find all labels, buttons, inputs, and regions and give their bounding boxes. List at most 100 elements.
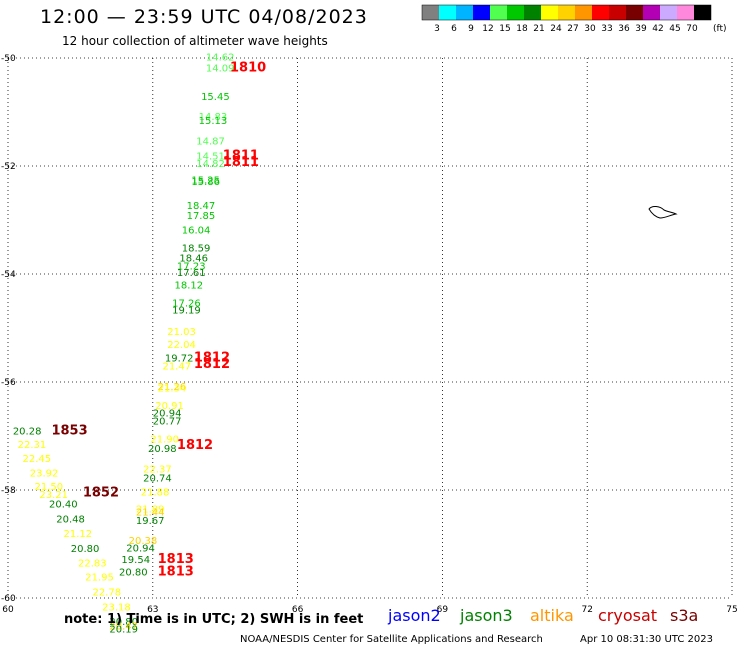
wave-height-value: 21.34	[158, 384, 187, 395]
wave-height-value: 15.86	[191, 177, 220, 188]
colorbar-label: 6	[451, 24, 457, 34]
wave-height-value: 21.50	[35, 482, 64, 493]
satellite-jason3: jason3	[460, 606, 513, 625]
wave-height-value: 21.88	[141, 487, 170, 498]
wave-height-value: 20.94	[153, 409, 182, 420]
wave-height-value: 20.74	[143, 473, 172, 484]
wave-height-value: 20.80	[71, 544, 100, 555]
wave-height-value: 15.25	[191, 175, 220, 186]
pass-time-label: 1813	[158, 564, 194, 579]
wave-height-value: 20.19	[109, 625, 138, 636]
wave-height-value: 22.04	[167, 340, 196, 351]
colorbar-swatch	[677, 5, 694, 20]
colorbar-label: 9	[468, 24, 474, 34]
colorbar-swatch	[558, 5, 575, 20]
colorbar-unit: (ft)	[713, 24, 727, 34]
longitude-tick-label: 75	[726, 605, 737, 615]
wave-height-value: 17.61	[177, 268, 206, 279]
latitude-tick-label: -56	[1, 378, 16, 388]
wave-height-value: 21.90	[150, 434, 179, 445]
longitude-tick-label: 63	[147, 605, 158, 615]
wave-height-value: 17.26	[172, 298, 201, 309]
latitude-tick-label: -54	[1, 270, 16, 280]
satellite-s3a: s3a	[670, 606, 699, 625]
wave-height-value: 14.09	[206, 64, 235, 75]
wave-height-value: 20.38	[129, 536, 158, 547]
wave-height-value: 14.62	[206, 53, 235, 64]
wave-height-value: 14.83	[199, 112, 228, 123]
colorbar-swatch	[660, 5, 677, 20]
colorbar-label: 3	[434, 24, 440, 34]
latitude-tick-label: -50	[1, 54, 16, 64]
wave-height-value: 20.94	[126, 544, 155, 555]
wave-height-value: 14.51	[196, 152, 225, 163]
satellite-altika: altika	[530, 606, 574, 625]
colorbar-label: 21	[533, 24, 544, 34]
colorbar-label: 36	[618, 24, 630, 34]
wave-height-value: 21.47	[162, 362, 191, 373]
pass-time-label: 1812	[194, 350, 230, 365]
wave-height-value: 20.91	[155, 401, 184, 412]
pass-time-label: 1811	[223, 155, 259, 170]
pass-time-label: 1812	[194, 357, 230, 372]
axis-ticks: 60 63 66 69 72 75 -50 -52 -54 -56 -58 -60	[1, 54, 738, 615]
colorbar-label: 70	[686, 24, 698, 34]
colorbar-label: 24	[550, 24, 562, 34]
colorbar-swatch	[626, 5, 643, 20]
colorbar-swatch	[439, 5, 456, 20]
colorbar-swatch	[524, 5, 541, 20]
wave-height-value: 18.59	[182, 243, 211, 254]
footer-note: note: 1) Time is in UTC; 2) SWH is in fe…	[64, 612, 364, 627]
wave-height-value: 19.54	[121, 555, 150, 566]
colorbar-label: 42	[652, 24, 663, 34]
wave-height-value: 23.21	[39, 490, 68, 501]
pass-time-label: 1811	[223, 149, 259, 164]
generated-timestamp: Apr 10 08:31:30 UTC 2023	[580, 634, 713, 645]
colorbar-label: 45	[669, 24, 680, 34]
wave-height-value: 19.19	[172, 305, 201, 316]
wave-height-value: 17.23	[177, 262, 206, 273]
colorbar-label: 33	[601, 24, 612, 34]
wave-height-value: 21.26	[158, 382, 187, 393]
colorbar-swatch	[592, 5, 609, 20]
wave-height-value: 16.04	[182, 226, 211, 237]
wave-height-colorbar: 3 6 9 12 15 18 21 24 27 30 33 36 39 42 45 70 (ft)	[421, 4, 727, 34]
wave-height-value: 17.85	[187, 211, 216, 222]
colorbar-label: 30	[584, 24, 596, 34]
wave-height-value: 21.95	[85, 573, 114, 584]
wave-height-value: 22.45	[22, 454, 51, 465]
wave-height-value: 22.78	[92, 587, 121, 598]
colorbar-label: 39	[635, 24, 647, 34]
wave-height-value: 21.89	[136, 505, 165, 516]
wave-height-value: 20.47	[109, 621, 138, 632]
wave-height-value: 18.47	[187, 201, 216, 212]
colorbar-swatch	[507, 5, 524, 20]
chart-title: 12:00 — 23:59 UTC 04/08/2023	[40, 6, 368, 28]
wave-height-value: 22.31	[18, 440, 47, 451]
wave-height-value: 20.80	[119, 567, 148, 578]
wave-height-value: 20.40	[49, 499, 78, 510]
pass-time-label: 1853	[51, 423, 87, 438]
wave-height-value: 20.28	[13, 426, 42, 437]
wave-height-value: 19.72	[165, 353, 194, 364]
satellite-cryosat: cryosat	[598, 606, 658, 625]
colorbar-label: 27	[567, 24, 578, 34]
wave-height-value: 14.82	[196, 159, 225, 170]
wave-height-value: 18.46	[179, 254, 208, 265]
satellite-jason2: jason2	[388, 606, 441, 625]
wave-height-value: 21.44	[136, 507, 165, 518]
latitude-tick-label: -58	[1, 486, 16, 496]
wave-height-value: 23.18	[102, 602, 131, 613]
credit-text: NOAA/NESDIS Center for Satellite Applica…	[240, 634, 543, 645]
latitude-tick-label: -60	[1, 594, 16, 604]
longitude-tick-label: 72	[581, 605, 592, 615]
colorbar-label: 15	[499, 24, 510, 34]
colorbar-swatch	[422, 5, 439, 20]
wave-height-value: 21.12	[64, 529, 93, 540]
colorbar-swatch	[609, 5, 626, 20]
colorbar-swatch	[575, 5, 592, 20]
wave-height-value: 18.12	[175, 281, 204, 292]
